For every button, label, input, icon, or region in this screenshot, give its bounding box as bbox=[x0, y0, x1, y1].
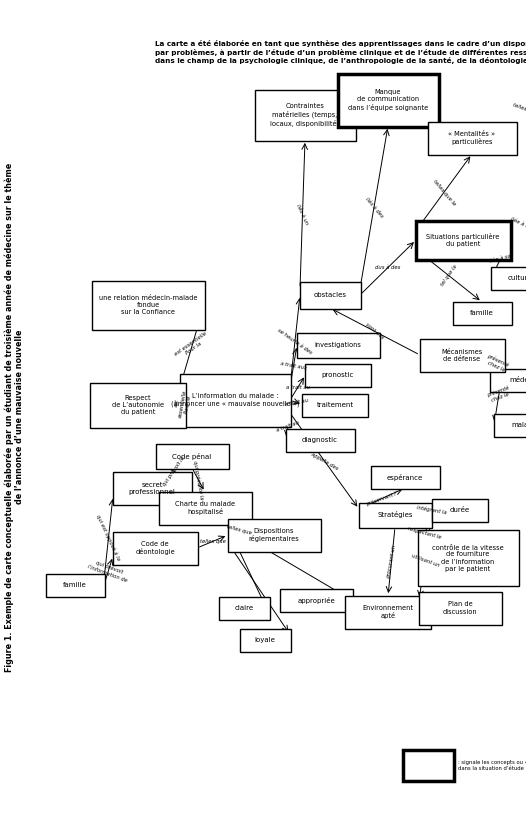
Text: Charte du malade
hospitalisé: Charte du malade hospitalisé bbox=[175, 501, 235, 515]
FancyBboxPatch shape bbox=[359, 503, 431, 527]
Text: Manque
de communication
dans l’équipe soignante: Manque de communication dans l’équipe so… bbox=[348, 89, 428, 111]
Text: espérance: espérance bbox=[387, 474, 423, 480]
Text: qui prévoit
l’information de: qui prévoit l’information de bbox=[87, 558, 130, 583]
FancyBboxPatch shape bbox=[113, 531, 197, 565]
Text: a trait aux: a trait aux bbox=[280, 361, 307, 371]
Text: contrôle de la vitesse
de fourniture
de l’information
par le patient: contrôle de la vitesse de fourniture de … bbox=[432, 545, 504, 571]
Text: telles que le: telles que le bbox=[432, 178, 456, 206]
FancyBboxPatch shape bbox=[420, 339, 504, 371]
FancyBboxPatch shape bbox=[113, 471, 191, 505]
Text: Environnement
apté: Environnement apté bbox=[362, 605, 413, 619]
FancyBboxPatch shape bbox=[179, 374, 290, 426]
Text: liés à des: liés à des bbox=[364, 196, 384, 219]
FancyBboxPatch shape bbox=[402, 750, 453, 781]
FancyBboxPatch shape bbox=[255, 89, 356, 140]
Text: « Mentalités »
particulières: « Mentalités » particulières bbox=[449, 131, 495, 145]
FancyBboxPatch shape bbox=[452, 302, 511, 324]
Text: liés à un: liés à un bbox=[296, 203, 309, 225]
FancyBboxPatch shape bbox=[305, 364, 371, 386]
Text: procurant un: procurant un bbox=[386, 545, 397, 579]
Text: Plan de
discussion: Plan de discussion bbox=[443, 601, 477, 615]
Text: obstacles: obstacles bbox=[313, 292, 347, 298]
Text: est
essentielle
Pour le: est essentielle Pour le bbox=[172, 388, 194, 419]
Text: famille: famille bbox=[63, 582, 87, 588]
Text: secret
professionnel: secret professionnel bbox=[128, 481, 176, 495]
Text: telles que: telles que bbox=[199, 539, 226, 544]
FancyBboxPatch shape bbox=[46, 574, 105, 596]
FancyBboxPatch shape bbox=[156, 444, 228, 469]
Text: durée: durée bbox=[450, 507, 470, 513]
Text: malade: malade bbox=[511, 422, 526, 428]
FancyBboxPatch shape bbox=[490, 369, 526, 391]
Text: qui est opposé à la: qui est opposé à la bbox=[95, 514, 122, 561]
FancyBboxPatch shape bbox=[239, 629, 290, 651]
Text: présenté
chez le: présenté chez le bbox=[484, 354, 510, 374]
FancyBboxPatch shape bbox=[419, 591, 501, 625]
Text: telles que: telles que bbox=[226, 524, 252, 535]
Text: est essentielle
Pour la: est essentielle Pour la bbox=[174, 330, 210, 361]
Text: loyale: loyale bbox=[255, 637, 276, 643]
FancyBboxPatch shape bbox=[218, 596, 269, 620]
Text: La carte a été élaborée en tant que synthèse des apprentissages dans le cadre d’: La carte a été élaborée en tant que synt… bbox=[155, 40, 526, 63]
Text: respectant le: respectant le bbox=[407, 525, 442, 540]
FancyBboxPatch shape bbox=[370, 465, 440, 489]
Text: traitement: traitement bbox=[317, 402, 353, 408]
Text: Code pénal: Code pénal bbox=[173, 453, 211, 460]
Text: Dispositions
réglementaires: Dispositions réglementaires bbox=[249, 528, 299, 542]
FancyBboxPatch shape bbox=[428, 122, 517, 154]
Text: culture: culture bbox=[508, 275, 526, 281]
Text: dus à des: dus à des bbox=[376, 265, 401, 270]
FancyBboxPatch shape bbox=[432, 499, 488, 521]
Text: liée à son: liée à son bbox=[510, 217, 526, 232]
Text: se heurte à des: se heurte à des bbox=[277, 327, 313, 354]
FancyBboxPatch shape bbox=[279, 589, 352, 611]
FancyBboxPatch shape bbox=[299, 282, 360, 309]
FancyBboxPatch shape bbox=[345, 595, 431, 629]
Text: claire: claire bbox=[235, 605, 254, 611]
Text: telles que le: telles que le bbox=[512, 102, 526, 118]
Text: appelle des: appelle des bbox=[310, 451, 339, 470]
Text: Contraintes
matérielles (temps,
locaux, disponibilité): Contraintes matérielles (temps, locaux, … bbox=[270, 103, 340, 127]
FancyBboxPatch shape bbox=[302, 394, 368, 416]
Text: sont des: sont des bbox=[365, 323, 385, 340]
FancyBboxPatch shape bbox=[228, 519, 320, 551]
Text: famille: famille bbox=[470, 310, 494, 316]
Text: Mécanismes
de défense: Mécanismes de défense bbox=[441, 349, 483, 361]
Text: Situations particulière
du patient: Situations particulière du patient bbox=[426, 233, 500, 247]
Text: a trait au: a trait au bbox=[284, 398, 309, 407]
Text: a trait au: a trait au bbox=[276, 420, 300, 433]
FancyBboxPatch shape bbox=[416, 220, 511, 259]
Text: utilisant un: utilisant un bbox=[410, 553, 440, 568]
Text: Code de
déontologie: Code de déontologie bbox=[135, 541, 175, 555]
Text: : signale les concepts ou « items » illustrés
dans la situation d’étude: : signale les concepts ou « items » illu… bbox=[458, 759, 526, 771]
Text: appropriée: appropriée bbox=[297, 596, 335, 604]
FancyBboxPatch shape bbox=[158, 491, 251, 525]
FancyBboxPatch shape bbox=[493, 414, 526, 436]
Text: préservant l’: préservant l’ bbox=[366, 490, 399, 507]
FancyBboxPatch shape bbox=[418, 530, 519, 586]
FancyBboxPatch shape bbox=[297, 333, 379, 358]
Text: une relation médecin-malade
fondue
sur la Confiance: une relation médecin-malade fondue sur l… bbox=[99, 295, 197, 315]
Text: Stratégies: Stratégies bbox=[377, 511, 413, 519]
Text: diagnostic: diagnostic bbox=[302, 437, 338, 443]
Text: investigations: investigations bbox=[315, 342, 361, 348]
FancyBboxPatch shape bbox=[491, 267, 526, 289]
Text: L’information du malade :
(annoncer une « mauvaise nouvelle »): L’information du malade : (annoncer une … bbox=[171, 394, 299, 407]
Text: intégrant la: intégrant la bbox=[416, 504, 447, 515]
Text: qui présente la: qui présente la bbox=[193, 460, 205, 500]
FancyBboxPatch shape bbox=[338, 73, 439, 127]
Text: pronostic: pronostic bbox=[322, 372, 354, 378]
Text: médecin: médecin bbox=[509, 377, 526, 383]
FancyBboxPatch shape bbox=[92, 280, 205, 329]
Text: qui prévoit le: qui prévoit le bbox=[161, 455, 186, 487]
FancyBboxPatch shape bbox=[90, 383, 186, 428]
Text: Figure 1. Exemple de carte conceptuelle élaborée par un étudiant de troisième an: Figure 1. Exemple de carte conceptuelle … bbox=[4, 163, 24, 671]
FancyBboxPatch shape bbox=[286, 429, 355, 451]
Text: tel que la: tel que la bbox=[440, 264, 458, 288]
Text: Respect
de L’autonomie
du patient: Respect de L’autonomie du patient bbox=[112, 395, 164, 415]
Text: a trait au: a trait au bbox=[286, 385, 310, 390]
Text: présenté
chez le: présenté chez le bbox=[486, 384, 512, 404]
Text: liée à sa: liée à sa bbox=[489, 254, 512, 264]
